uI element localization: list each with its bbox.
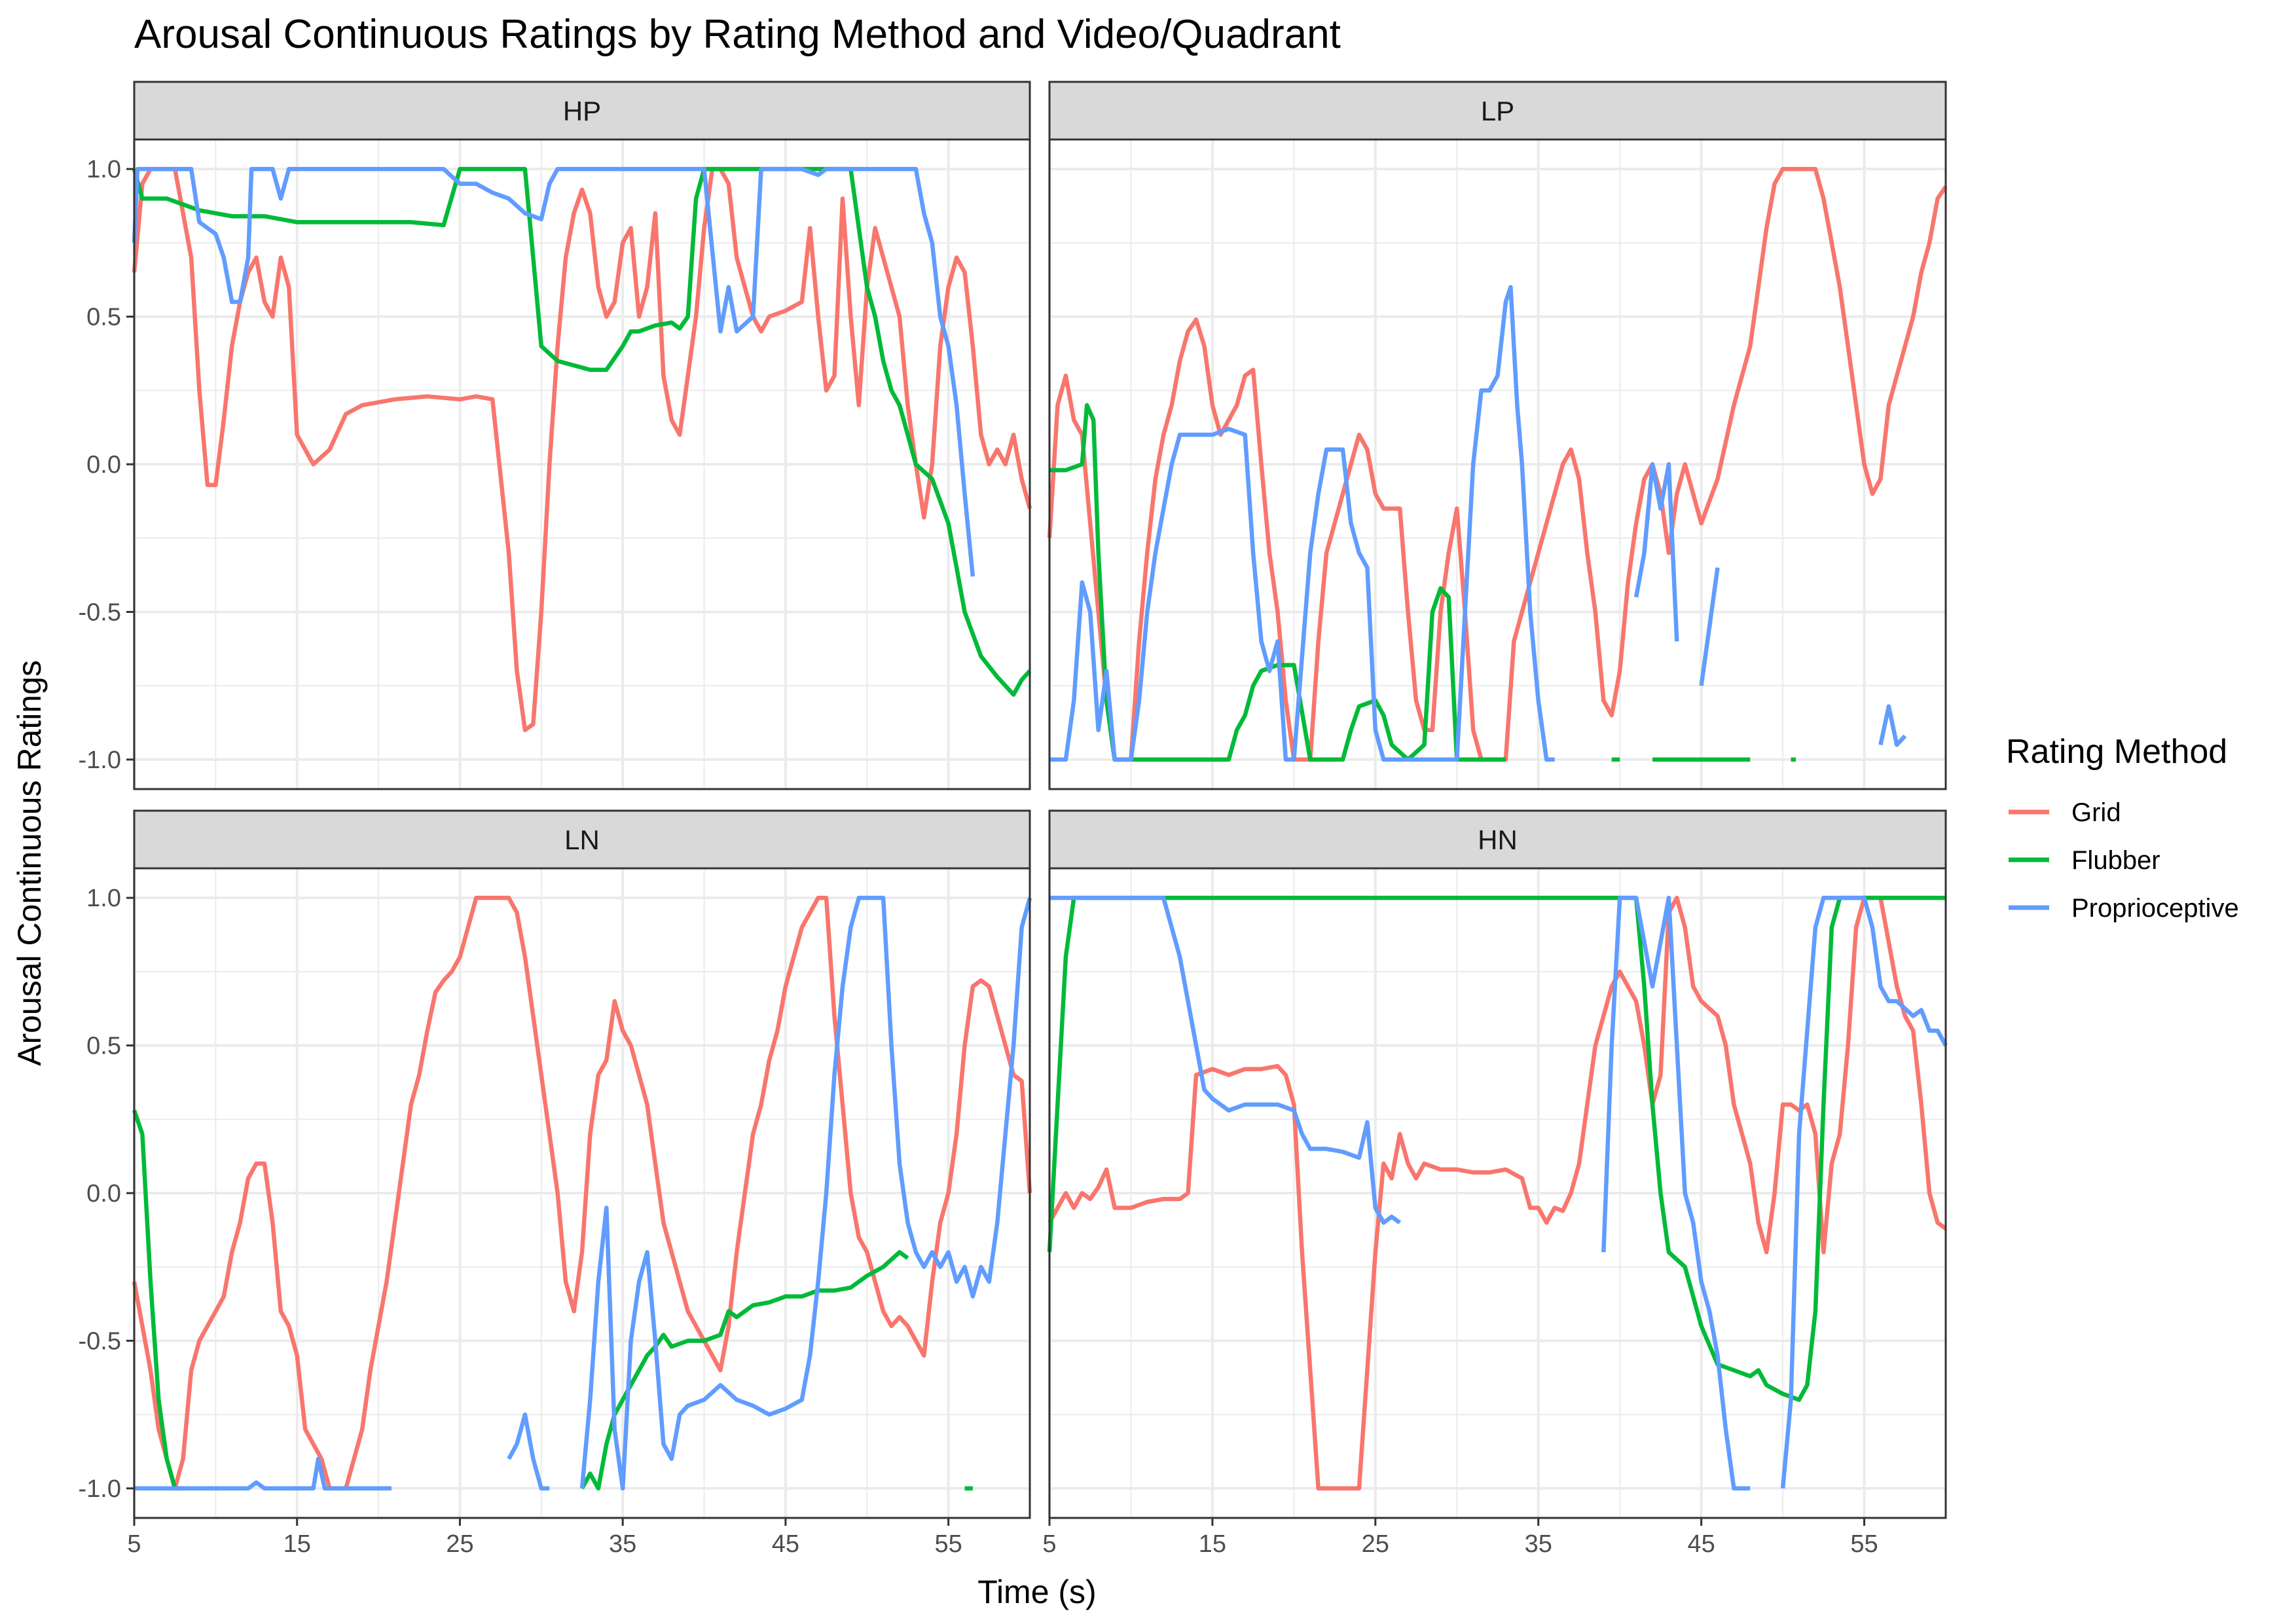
panel-hp: HP 1.0 0.5 0.0 -0.5 -1.0 — [79, 81, 1032, 790]
series-line-proprioceptive — [1699, 567, 1720, 686]
series-proprioceptive — [1049, 285, 1907, 762]
series-line-proprioceptive — [1049, 895, 1402, 1225]
series-line-flubber — [1047, 895, 1946, 1402]
x-tick-label: 15 — [283, 1530, 311, 1558]
y-tick-label: -1.0 — [79, 747, 121, 774]
y-tick-label: 0.0 — [86, 1180, 121, 1208]
facet-strip — [1048, 81, 1947, 141]
legend-title: Rating Method — [2006, 733, 2227, 771]
legend-label: Proprioceptive — [2071, 894, 2239, 923]
series-grid — [1047, 166, 1948, 762]
series-line-proprioceptive — [1633, 462, 1679, 642]
series-line-proprioceptive — [1878, 704, 1907, 747]
x-tick-label: 45 — [1687, 1530, 1715, 1558]
legend-entry-grid: Grid — [2009, 798, 2121, 827]
panel-ln: LN 1.0 0.5 0.0 -0.5 -1.05 15 25 35 45 55 — [79, 809, 1032, 1558]
series-line-grid — [132, 895, 1032, 1491]
y-axis: 1.0 0.5 0.0 -0.5 -1.0 — [79, 156, 134, 774]
legend: Rating Method Grid Flubber Proprioceptive — [2006, 733, 2239, 923]
y-tick-label: -0.5 — [79, 1327, 121, 1355]
y-tick-label: -0.5 — [79, 599, 121, 626]
x-tick-label: 15 — [1199, 1530, 1226, 1558]
x-axis-title: Time (s) — [977, 1574, 1096, 1610]
panel-border — [1048, 867, 1947, 1519]
facet-label: HN — [1478, 824, 1518, 855]
facet-label: LN — [564, 824, 600, 855]
series-grid — [132, 895, 1032, 1491]
gridlines — [133, 868, 1030, 1518]
facet-strip — [133, 809, 1031, 870]
series-proprioceptive — [134, 895, 1032, 1491]
x-tick-label: 25 — [446, 1530, 473, 1558]
series-line-proprioceptive — [507, 1412, 550, 1491]
x-tick-label: 25 — [1362, 1530, 1389, 1558]
legend-entry-proprioceptive: Proprioceptive — [2009, 894, 2239, 923]
series-line-proprioceptive — [1049, 285, 1555, 762]
x-tick-label: 5 — [127, 1530, 141, 1558]
x-axis: 5 15 25 35 45 55 — [1042, 1518, 1878, 1558]
series-line-proprioceptive — [134, 1456, 392, 1491]
series-line-proprioceptive — [132, 166, 975, 577]
y-tick-label: 1.0 — [86, 885, 121, 912]
x-tick-label: 35 — [609, 1530, 636, 1558]
y-axis: 1.0 0.5 0.0 -0.5 -1.0 — [79, 885, 134, 1503]
y-tick-label: 0.5 — [86, 1033, 121, 1060]
facet-label: LP — [1481, 96, 1514, 126]
series-proprioceptive — [1049, 895, 1948, 1491]
series-line-grid — [1048, 895, 1947, 1491]
x-tick-label: 35 — [1525, 1530, 1552, 1558]
x-tick-label: 45 — [772, 1530, 799, 1558]
legend-entry-flubber: Flubber — [2009, 846, 2160, 875]
series-line-grid — [1047, 166, 1948, 762]
facet-strip — [133, 81, 1031, 141]
chart-title: Arousal Continuous Ratings by Rating Met… — [134, 12, 1341, 57]
legend-label: Grid — [2071, 798, 2121, 827]
panel-hn: HN 5 15 25 35 45 55 — [1042, 809, 1948, 1558]
series-line-proprioceptive — [1601, 895, 1751, 1491]
facet-label: HP — [563, 96, 601, 126]
y-tick-label: 0.0 — [86, 451, 121, 479]
series-proprioceptive — [132, 166, 975, 577]
series-line-grid — [132, 166, 1032, 733]
series-line-proprioceptive — [1780, 895, 1948, 1489]
legend-label: Flubber — [2071, 846, 2160, 875]
series-line-flubber — [580, 1249, 909, 1491]
x-tick-label: 5 — [1042, 1530, 1056, 1558]
series-line-flubber — [132, 166, 1032, 697]
y-axis-title: Arousal Continuous Ratings — [11, 660, 48, 1066]
y-tick-label: 1.0 — [86, 156, 121, 183]
series-grid — [1048, 895, 1947, 1491]
y-tick-label: -1.0 — [79, 1475, 121, 1503]
panels-layer: HP 1.0 0.5 0.0 -0.5 -1.0 LP LN 1.0 0.5 0.0 -0.5 -1.0… — [79, 81, 1948, 1558]
series-line-proprioceptive — [579, 895, 1032, 1491]
panel-border — [1048, 138, 1947, 790]
x-axis: 5 15 25 35 45 55 — [127, 1518, 962, 1558]
series-grid — [132, 166, 1032, 733]
series-flubber — [1047, 895, 1946, 1402]
series-flubber — [132, 166, 1032, 697]
y-tick-label: 0.5 — [86, 304, 121, 331]
x-tick-label: 55 — [1850, 1530, 1878, 1558]
panel-lp: LP — [1047, 81, 1948, 790]
x-tick-label: 55 — [934, 1530, 962, 1558]
